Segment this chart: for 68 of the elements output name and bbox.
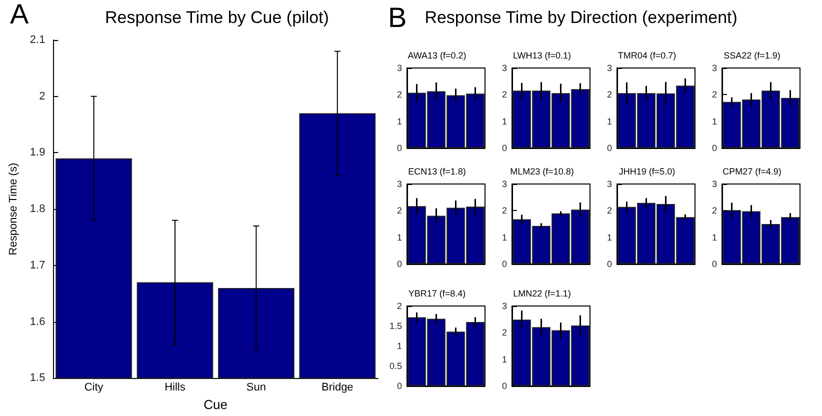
y-tick-label: 1 (606, 232, 612, 242)
y-tick-label: 1 (712, 232, 717, 242)
y-tick-label: 0 (606, 143, 612, 153)
y-tick-label: 1 (502, 232, 507, 242)
y-tick-label: 0 (502, 259, 507, 269)
y-tick-label: 1.5 (30, 372, 46, 384)
text: A (10, 0, 29, 30)
y-tick-label: 3 (712, 179, 717, 189)
y-tick-label: 1.6 (30, 316, 46, 328)
y-tick-label: 2 (396, 301, 402, 311)
chart-title: Response Time by Cue (pilot) (105, 8, 329, 27)
x-tick-label: Sun (246, 382, 266, 394)
y-tick-label: 2 (502, 90, 507, 100)
chart-title: YBR17 (f=8.4) (408, 288, 466, 298)
y-tick-label: 2 (39, 90, 46, 102)
y-tick-label: 0.5 (389, 361, 402, 371)
y-tick-label: 1 (396, 232, 402, 242)
y-tick-label: 0 (606, 259, 612, 269)
chart-title: TMR04 (f=0.7) (618, 50, 676, 60)
y-tick-label: 0 (502, 143, 507, 153)
y-tick-label: 1.8 (30, 203, 46, 216)
y-tick-label: 0 (712, 143, 717, 153)
y-tick-label: 3 (396, 179, 402, 189)
y-tick-label: 2 (712, 206, 717, 216)
y-tick-label: 2 (606, 206, 612, 216)
chart-title: JHH19 (f=5.0) (618, 166, 676, 176)
y-tick-label: 0 (396, 259, 402, 269)
y-tick-label: 2 (502, 206, 507, 216)
y-tick-label: 0 (396, 143, 402, 153)
text: B (388, 2, 407, 33)
y-tick-label: 0 (396, 381, 402, 391)
y-tick-label: 1 (502, 354, 507, 364)
y-tick-label: 3 (502, 179, 507, 189)
x-tick-label: Bridge (322, 382, 354, 394)
chart-title: AWA13 (f=0.2) (408, 50, 466, 60)
y-tick-label: 0 (502, 381, 507, 391)
y-tick-label: 1 (502, 116, 507, 126)
y-tick-label: 1 (712, 116, 717, 126)
y-tick-label: 1.5 (389, 321, 402, 331)
x-tick-label: Hills (164, 382, 186, 394)
text: Response Time by Direction (experiment) (424, 8, 738, 27)
x-tick-label: City (84, 382, 104, 394)
y-tick-label: 3 (502, 63, 507, 73)
chart-title: LMN22 (f=1.1) (513, 288, 571, 298)
y-tick-label: 2 (606, 90, 612, 100)
y-tick-label: 1 (396, 341, 402, 351)
chart-title: MLM23 (f=10.8) (510, 166, 574, 176)
y-tick-label: 3 (502, 301, 507, 311)
y-tick-label: 3 (606, 179, 612, 189)
chart-title: SSA22 (f=1.9) (724, 50, 780, 60)
y-tick-label: 0 (712, 259, 717, 269)
chart-title: CPM27 (f=4.9) (722, 166, 782, 176)
chart-title: LWH13 (f=0.1) (512, 50, 572, 60)
y-tick-label: 2.1 (30, 34, 46, 46)
y-tick-label: 1.7 (30, 259, 46, 272)
y-tick-label: 2 (396, 90, 402, 100)
y-tick-label: 3 (396, 63, 402, 73)
y-tick-label: 2 (396, 206, 402, 216)
y-tick-label: 2 (712, 90, 717, 100)
y-tick-label: 1 (606, 116, 612, 126)
y-tick-label: 3 (606, 63, 612, 73)
chart-title: ECN13 (f=1.8) (408, 166, 466, 176)
y-tick-label: 2 (502, 328, 507, 338)
y-tick-label: 3 (712, 63, 717, 73)
x-axis-title: Cue (204, 397, 228, 412)
y-axis-title: Response Time (s) (8, 162, 20, 256)
y-tick-label: 1.9 (30, 146, 46, 159)
y-tick-label: 1 (396, 116, 402, 126)
